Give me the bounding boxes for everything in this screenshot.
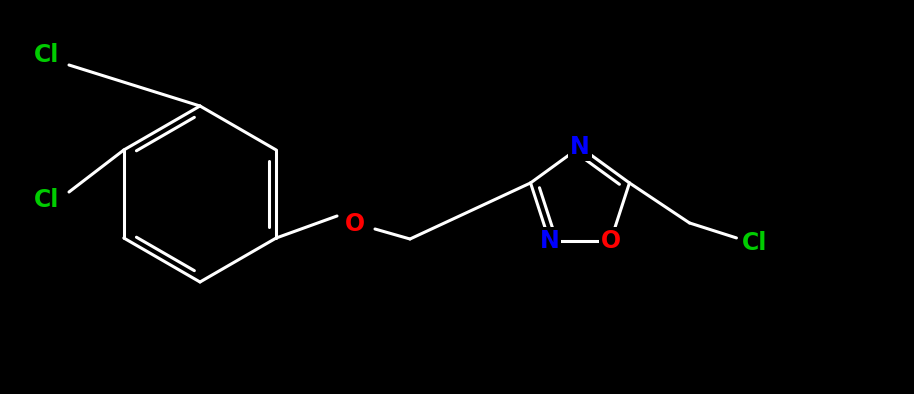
Text: Cl: Cl bbox=[35, 188, 59, 212]
Text: N: N bbox=[539, 229, 559, 253]
Text: Cl: Cl bbox=[742, 231, 767, 255]
Text: Cl: Cl bbox=[35, 43, 59, 67]
Text: N: N bbox=[570, 135, 590, 159]
Text: O: O bbox=[600, 229, 621, 253]
Text: O: O bbox=[345, 212, 365, 236]
